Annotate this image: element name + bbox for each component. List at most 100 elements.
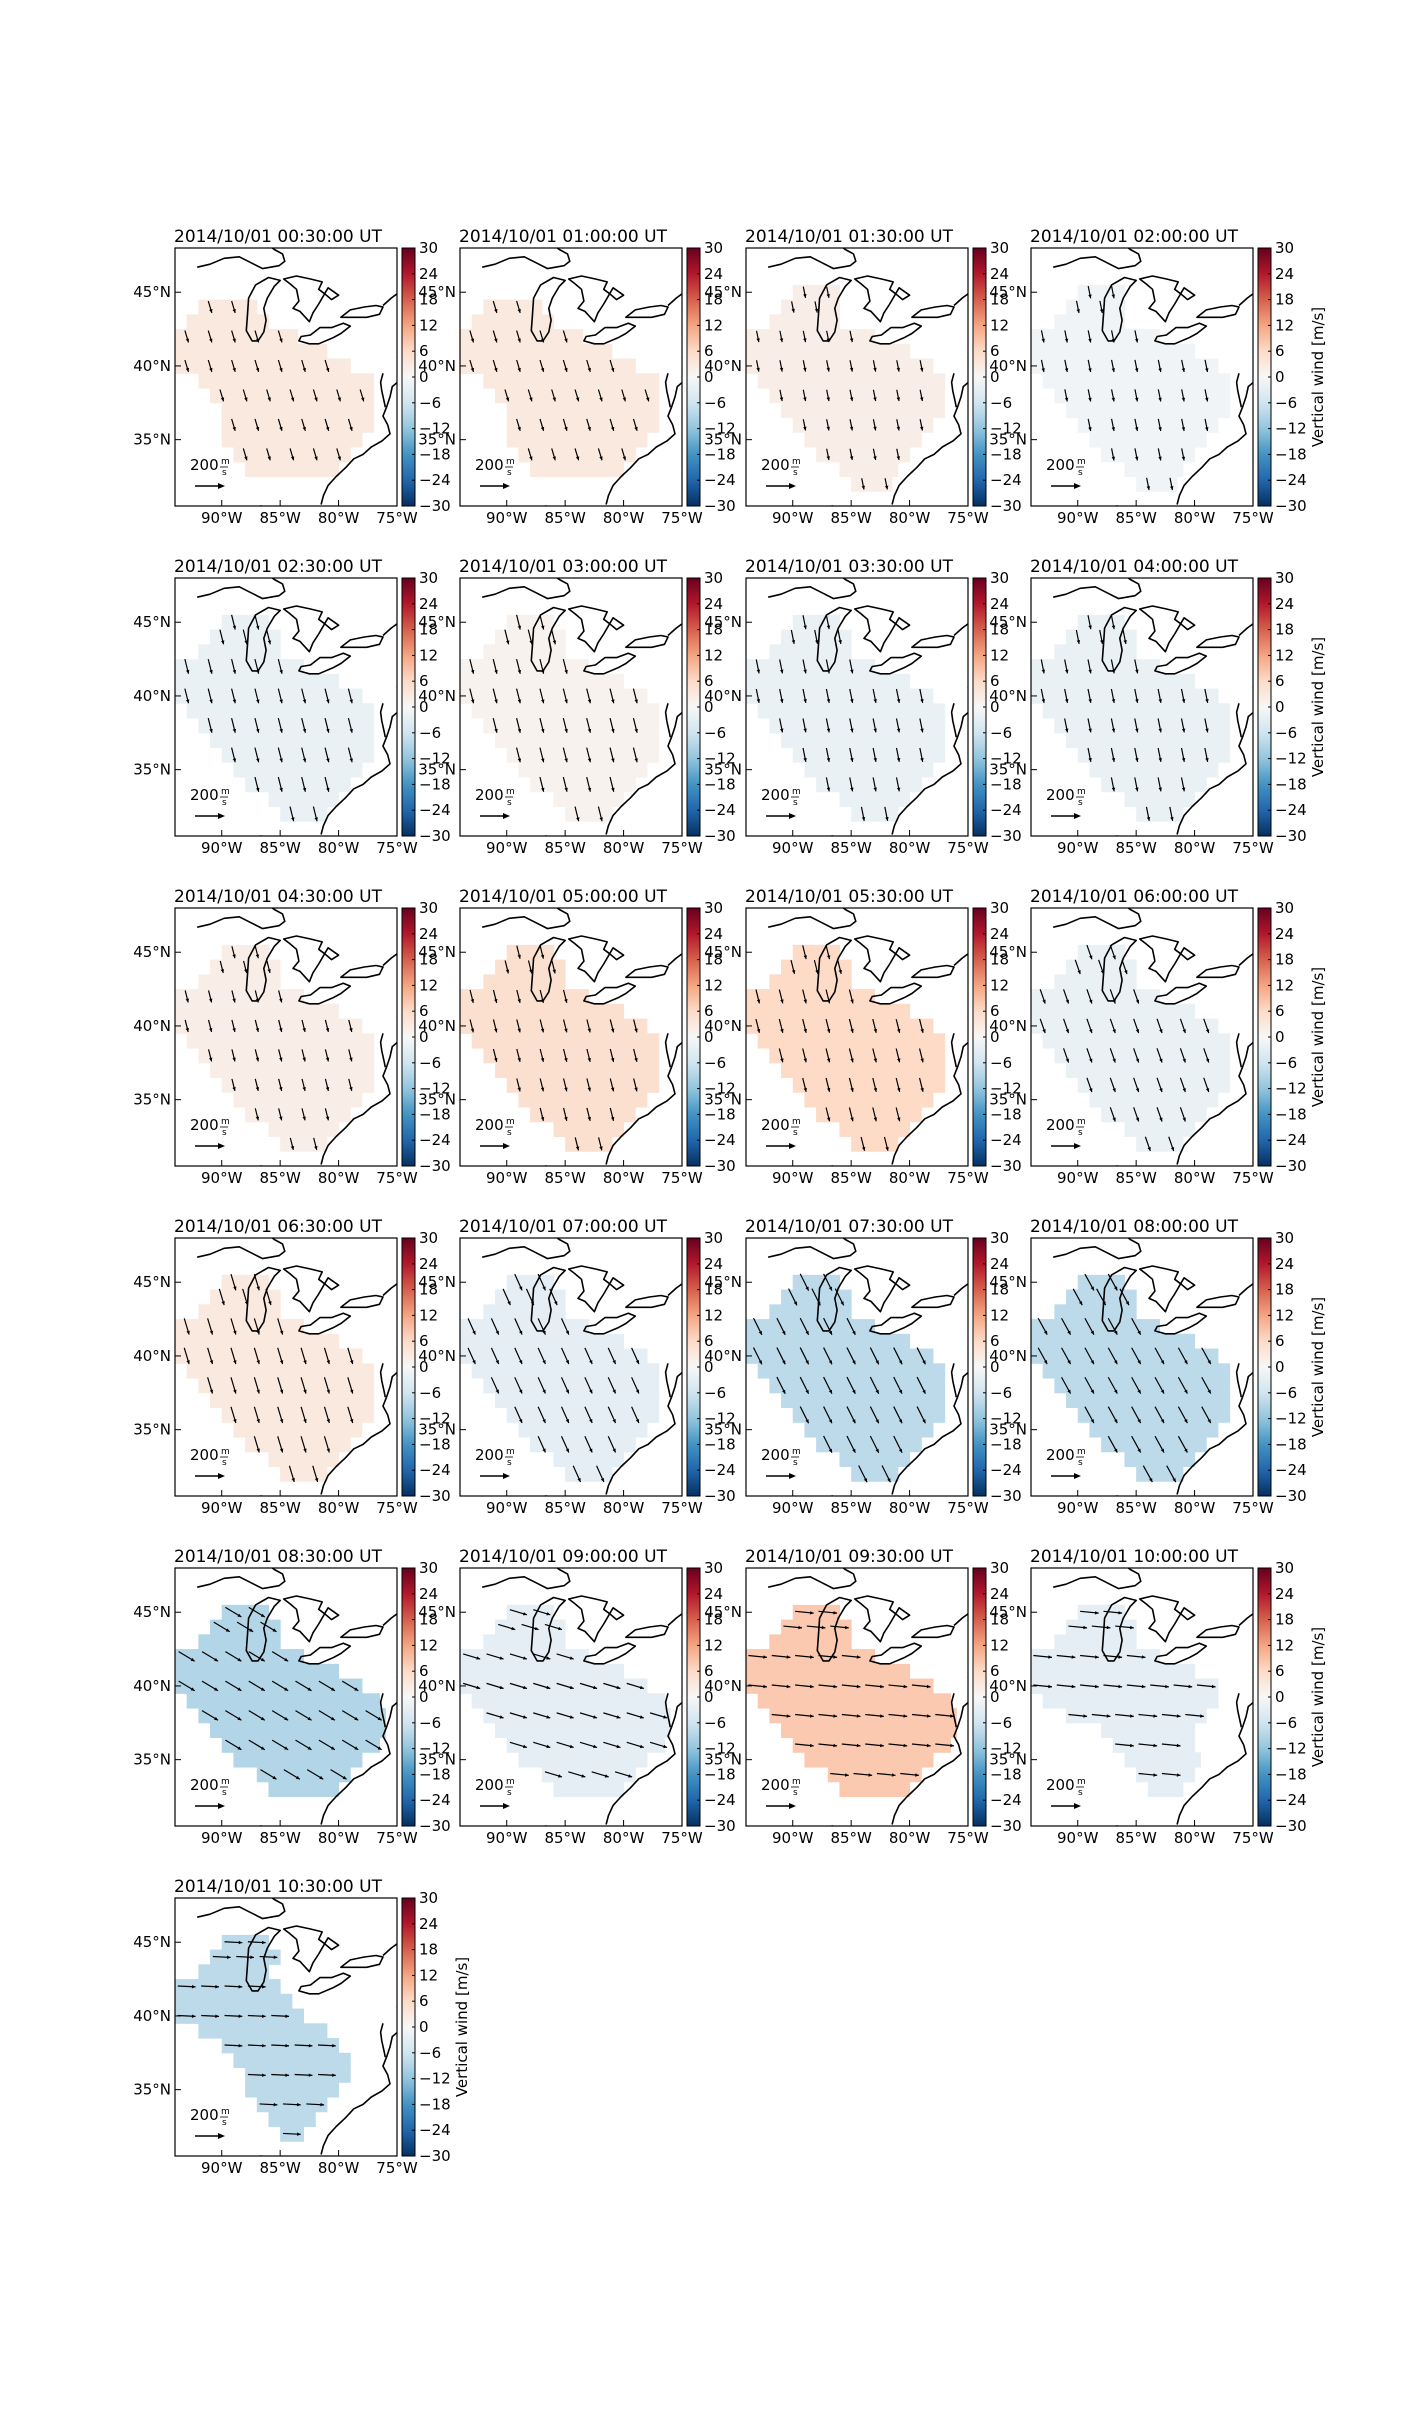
wind-arrow-head [349,1028,353,1032]
quiver-key-unit-numerator: m [221,2107,230,2117]
wind-arrow-head [826,456,830,461]
wind-arrow-head [190,1687,195,1691]
lon-tick-label: 85°W [830,1169,872,1187]
heatmap-cell [746,1333,911,1350]
wind-arrow-head [850,728,854,733]
quiver-key-value: 200 [761,456,790,474]
lake-outline [1138,275,1196,323]
lake-outline [340,964,384,979]
wind-arrow-head [809,1655,814,1659]
lat-tick-label: 35°N [704,1091,742,1109]
colorbar-tick-label: −24 [990,1791,1022,1809]
wind-arrow-head [1181,427,1186,431]
colorbar-tick-label: −24 [990,471,1022,489]
wind-arrow-head [232,426,236,431]
wind-arrow-head [887,1478,891,1483]
heatmap-cell [233,762,363,778]
coastline [950,1363,958,1398]
wind-arrow-head [1172,1478,1176,1483]
wind-arrow-head [599,1146,603,1151]
colorbar-tick-label: 0 [704,1358,714,1376]
colorbar-tick-label: 30 [704,239,723,257]
colorbar-tick-label: −24 [990,1461,1022,1479]
wind-arrow-head [756,367,760,372]
wind-arrow-head [786,1714,791,1718]
wind-arrow-head [232,338,236,343]
lake-outline [1196,634,1240,649]
wind-arrow-head [256,1389,260,1394]
coastline [664,1693,672,1728]
axes-frame [1030,1237,1254,1497]
wind-arrow-head [868,1773,873,1777]
quiver-key-unit-numerator: m [221,1447,230,1457]
lon-tick-label: 85°W [259,1829,301,1847]
wind-arrow-head [517,954,521,959]
lake-outline [869,1642,923,1665]
wind-arrow-head [1071,1684,1076,1689]
heatmap-cell [1066,299,1125,315]
lake-outline [530,1596,567,1662]
wind-arrow-head [237,1613,242,1618]
axes-frame [1030,247,1254,507]
wind-arrow-head [1090,1419,1094,1424]
wind-arrow-head [1090,1360,1094,1365]
colorbar-tick-label: −24 [1275,1791,1307,1809]
wind-arrow-head [220,969,225,973]
wind-arrow-head [517,728,522,733]
wind-arrow-head [1094,1684,1099,1689]
quiver-key-value: 200 [1046,456,1075,474]
wind-arrow-head [1111,758,1116,762]
panel-plot-area [1031,1238,1253,1496]
wind-arrow-head [1205,1029,1210,1034]
wind-arrow-head [237,1716,242,1721]
wind-arrow-head [349,1360,354,1365]
heatmap-cell [1066,402,1231,419]
wind-arrow-head [554,1301,558,1306]
wind-arrow-head [569,1656,574,1660]
wind-arrow-head [1146,816,1151,821]
lon-tick-label: 75°W [947,1499,989,1517]
wind-arrow-head [185,669,190,674]
colorbar-tick-label: −30 [419,827,451,845]
wind-arrow-head [552,397,556,402]
colorbar-tick-label: −12 [1275,1740,1307,1758]
heatmap-cells [460,1274,660,1482]
wind-arrow-head [494,699,498,704]
colorbar-tick-label: 30 [419,569,438,587]
colorbar-tick-label: −6 [419,1384,441,1402]
heatmap-cell [1031,329,1161,345]
heatmap-cell [1031,1348,1219,1364]
colorbar-tick-label: 18 [704,1281,723,1299]
wind-arrow-head [612,1360,616,1365]
wind-arrow-head [256,1448,260,1453]
colorbar-tick-label: −24 [419,471,451,489]
colorbar-tick-label: 18 [1275,951,1294,969]
lake-outline [245,936,282,1002]
wind-arrow-head [1130,1743,1134,1748]
wind-arrow-head [273,1955,278,1959]
wind-arrow-head [850,669,854,674]
wind-arrow-head [805,1360,809,1365]
wind-arrow-head [238,1940,243,1945]
wind-arrow-head [587,758,592,763]
wind-arrow-head [1182,1029,1186,1034]
wind-arrow-head [805,1330,809,1335]
wind-arrow-head [1182,1058,1186,1063]
panel-plot-area [1031,248,1253,506]
colorbar-tick-label: 30 [704,569,723,587]
colorbar-label: Vertical wind [m/s] [453,1957,471,2097]
lon-tick-label: 75°W [661,839,703,857]
lat-tick-label: 35°N [133,1091,171,1109]
wind-arrow-head [540,426,545,431]
wind-arrow-head [540,367,545,372]
colorbar-tick-label: −12 [1275,1410,1307,1428]
wind-arrow-head [1141,1684,1146,1689]
wind-arrow-head [244,969,248,973]
colorbar-tick-label: −6 [990,394,1012,412]
colorbar-tick-label: 24 [419,1255,438,1273]
wind-arrow-head [185,699,190,704]
coastline [953,292,968,307]
colorbar-tick-label: 30 [990,899,1009,917]
